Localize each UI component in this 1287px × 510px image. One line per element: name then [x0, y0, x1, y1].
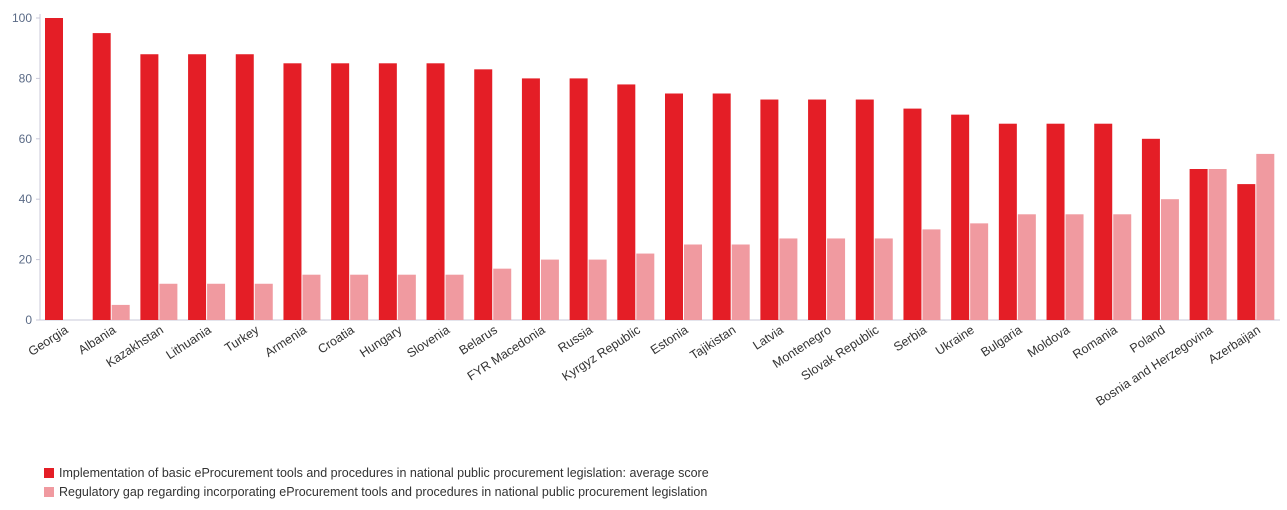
chart-bars	[45, 18, 1275, 321]
bar-implementation-slovenia	[426, 63, 445, 321]
x-tick-label: Latvia	[750, 323, 786, 353]
bar-implementation-belarus	[474, 69, 493, 320]
bar-implementation-latvia	[760, 99, 779, 320]
bar-regulatory-gap-ukraine	[970, 223, 989, 320]
bar-implementation-bosnia-and-herzegovina	[1189, 169, 1208, 320]
bar-implementation-azerbaijan	[1237, 184, 1256, 320]
bar-regulatory-gap-turkey	[254, 283, 273, 320]
bar-implementation-ukraine	[951, 114, 970, 320]
x-tick-label: Croatia	[315, 323, 356, 357]
bar-implementation-romania	[1094, 123, 1113, 320]
x-tick-label: Slovenia	[404, 323, 452, 361]
bar-regulatory-gap-poland	[1160, 199, 1179, 320]
bar-regulatory-gap-kazakhstan	[159, 283, 178, 320]
bar-implementation-turkey	[235, 54, 254, 321]
bar-implementation-montenegro	[808, 99, 827, 320]
bar-regulatory-gap-albania	[111, 304, 130, 320]
bar-regulatory-gap-lithuania	[207, 283, 226, 320]
bar-regulatory-gap-serbia	[922, 229, 941, 320]
bar-implementation-hungary	[378, 63, 397, 321]
bar-regulatory-gap-fyr-macedonia	[540, 259, 559, 320]
bar-regulatory-gap-croatia	[350, 274, 369, 320]
bar-implementation-albania	[92, 33, 111, 320]
legend: Implementation of basic eProcurement too…	[44, 463, 709, 501]
y-tick-label: 80	[19, 71, 33, 85]
y-tick-label: 40	[19, 192, 33, 206]
x-tick-label: Russia	[556, 323, 596, 356]
legend-swatch-implementation	[44, 467, 54, 478]
bar-implementation-lithuania	[188, 54, 207, 321]
legend-item-implementation: Implementation of basic eProcurement too…	[44, 463, 709, 482]
x-tick-label: Armenia	[262, 323, 309, 360]
bar-implementation-slovak-republic	[855, 99, 874, 320]
bar-regulatory-gap-tajikistan	[731, 244, 750, 320]
bar-implementation-armenia	[283, 63, 302, 321]
y-tick-label: 100	[12, 11, 32, 25]
bar-regulatory-gap-azerbaijan	[1256, 153, 1275, 320]
legend-label-regulatory-gap: Regulatory gap regarding incorporating e…	[59, 484, 708, 499]
bar-regulatory-gap-russia	[588, 259, 607, 320]
bar-regulatory-gap-slovenia	[445, 274, 464, 320]
bar-implementation-croatia	[331, 63, 350, 321]
x-tick-label: Tajikistan	[688, 323, 739, 363]
y-axis-labels: 0 20 40 60 80 100	[12, 11, 32, 327]
bar-implementation-bulgaria	[998, 123, 1017, 320]
bar-regulatory-gap-moldova	[1065, 214, 1084, 320]
legend-label-implementation: Implementation of basic eProcurement too…	[59, 465, 709, 480]
bar-implementation-tajikistan	[712, 93, 731, 320]
y-tick-label: 0	[25, 313, 32, 327]
x-tick-label: Hungary	[357, 322, 405, 360]
bar-regulatory-gap-latvia	[779, 238, 798, 320]
bar-regulatory-gap-bosnia-and-herzegovina	[1208, 169, 1227, 320]
y-tick-label: 20	[19, 253, 33, 267]
chart-axes	[36, 14, 1280, 321]
bar-implementation-serbia	[903, 108, 922, 320]
y-tick-label: 60	[19, 132, 33, 146]
legend-swatch-regulatory-gap	[44, 486, 54, 497]
bar-implementation-fyr-macedonia	[521, 78, 540, 321]
bar-regulatory-gap-romania	[1113, 214, 1132, 320]
bar-regulatory-gap-belarus	[493, 268, 512, 320]
bar-regulatory-gap-estonia	[684, 244, 702, 320]
legend-item-regulatory-gap: Regulatory gap regarding incorporating e…	[44, 482, 709, 501]
x-tick-label: Romania	[1070, 323, 1120, 362]
bar-regulatory-gap-bulgaria	[1017, 214, 1036, 320]
bar-regulatory-gap-kyrgyz-republic	[636, 253, 655, 320]
x-tick-label: Georgia	[26, 323, 71, 359]
x-tick-label: Serbia	[891, 323, 929, 354]
bar-implementation-poland	[1141, 138, 1160, 320]
bar-regulatory-gap-hungary	[397, 274, 416, 320]
bar-implementation-kazakhstan	[140, 54, 159, 321]
x-tick-label: Turkey	[222, 322, 262, 355]
bar-implementation-estonia	[665, 93, 683, 320]
x-tick-label: Poland	[1127, 323, 1167, 356]
x-tick-label: Ukraine	[933, 323, 977, 358]
bar-implementation-moldova	[1046, 123, 1065, 320]
bar-implementation-georgia	[45, 18, 63, 320]
x-tick-label: Lithuania	[164, 323, 214, 362]
bar-regulatory-gap-armenia	[302, 274, 321, 320]
bar-regulatory-gap-slovak-republic	[874, 238, 893, 320]
x-tick-label: Moldova	[1025, 323, 1072, 361]
bar-implementation-kyrgyz-republic	[617, 84, 636, 320]
bar-regulatory-gap-montenegro	[827, 238, 846, 320]
x-tick-label: Bulgaria	[978, 323, 1024, 360]
x-tick-label: Azerbaijan	[1206, 323, 1263, 367]
bar-implementation-russia	[569, 78, 588, 321]
x-tick-label: Estonia	[648, 323, 691, 357]
